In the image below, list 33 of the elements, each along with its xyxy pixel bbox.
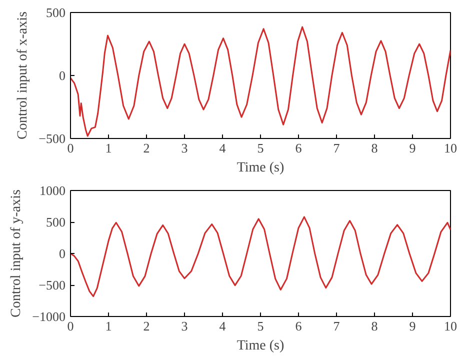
y-tick-label: −500 xyxy=(38,278,66,292)
x-tick-label: 1 xyxy=(105,140,112,156)
y-axis-title: Control input of y-axis xyxy=(9,190,24,318)
x-tick-label: 6 xyxy=(295,140,302,156)
x-tick-label: 2 xyxy=(143,140,150,156)
x-tick-label: 3 xyxy=(181,140,188,156)
x-tick-label: 10 xyxy=(444,140,457,156)
x-tick-label: 5 xyxy=(257,140,264,156)
x-tick-label: 10 xyxy=(444,318,457,334)
x-tick-label: 7 xyxy=(333,318,340,334)
x-tick-label: 5 xyxy=(257,318,264,334)
x-tick-label: 4 xyxy=(219,140,226,156)
y-tick-label: 0 xyxy=(59,246,66,261)
x-tick-label: 4 xyxy=(219,318,226,334)
y-axis-title: Control input of x-axis xyxy=(16,12,31,140)
x-tick-label: 1 xyxy=(105,318,112,334)
x-tick-label: 9 xyxy=(409,318,416,334)
x-tick-label: 9 xyxy=(409,140,416,156)
y-tick-label: 1000 xyxy=(40,183,66,198)
x-tick-label: 7 xyxy=(333,140,340,156)
y-tick-label: 0 xyxy=(59,68,66,83)
x-tick-label: 8 xyxy=(371,318,378,334)
y-tick-label: 500 xyxy=(46,214,66,230)
x-tick-label: 6 xyxy=(295,318,302,334)
x-tick-label: 8 xyxy=(371,140,378,156)
y-tick-label: −500 xyxy=(38,131,66,146)
x-axis-title: Time (s) xyxy=(236,338,284,354)
y-tick-label: 500 xyxy=(46,5,66,20)
y-tick-label: −1000 xyxy=(32,309,66,324)
x-tick-label: 3 xyxy=(181,318,188,334)
line-series xyxy=(70,216,450,298)
x-tick-label: 2 xyxy=(143,318,150,334)
x-axis-title: Time (s) xyxy=(236,160,284,176)
